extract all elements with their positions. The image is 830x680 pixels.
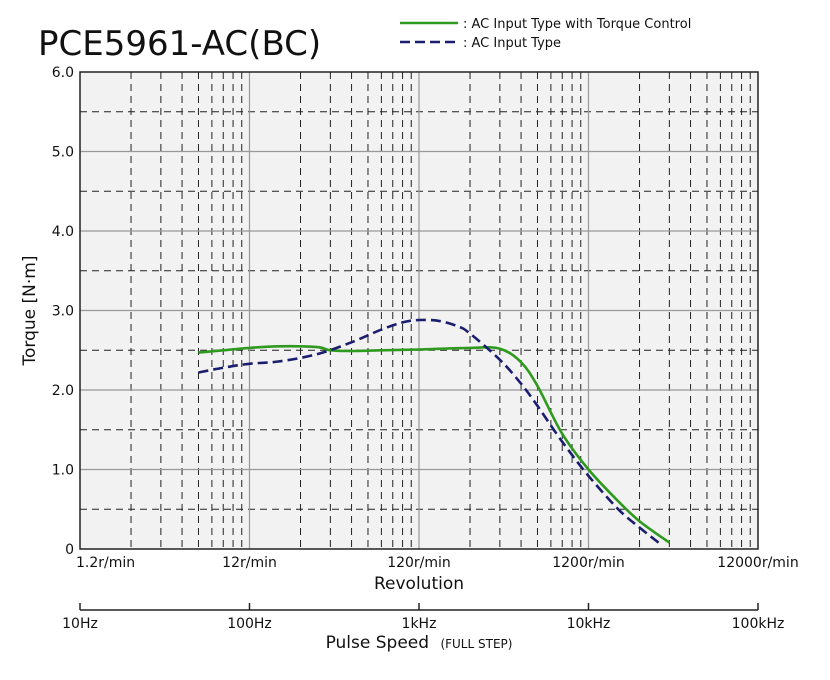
revolution-axis-ticks: 1.2r/min 12r/min 120r/min 1200r/min 12000r/m… — [76, 555, 799, 571]
legend-label: : AC Input Type with Torque Control — [463, 17, 691, 32]
pulse-tick-label: 10Hz — [62, 616, 98, 632]
y-tick-label: 6.0 — [52, 65, 74, 81]
pulse-speed-label: Pulse Speed — [326, 633, 429, 653]
y-axis-ticks: 0 1.0 2.0 3.0 4.0 5.0 6.0 — [52, 65, 74, 558]
revolution-tick-label: 1.2r/min — [76, 555, 135, 571]
pulse-speed-axis-title: Pulse Speed (FULL STEP) — [326, 633, 513, 653]
series-layer — [198, 318, 671, 547]
plot-frame — [79, 71, 759, 550]
y-tick-label: 2.0 — [52, 383, 74, 399]
y-tick-label: 0 — [65, 542, 74, 558]
series-line-ac-input — [198, 318, 663, 547]
revolution-tick-label: 1200r/min — [552, 555, 625, 571]
y-tick-label: 4.0 — [52, 224, 74, 240]
legend-label: : AC Input Type — [463, 36, 561, 51]
series-line-torque-control — [198, 344, 671, 544]
revolution-tick-label: 120r/min — [387, 555, 451, 571]
y-tick-label: 5.0 — [52, 145, 74, 161]
pulse-tick-label: 100kHz — [732, 616, 785, 632]
pulse-tick-label: 1kHz — [402, 616, 437, 632]
pulse-speed-note: (FULL STEP) — [440, 637, 512, 651]
y-tick-label: 1.0 — [52, 463, 74, 479]
revolution-tick-label: 12r/min — [222, 555, 277, 571]
legend: : AC Input Type with Torque Control : AC … — [400, 17, 691, 51]
pulse-speed-axis: 10Hz 100Hz 1kHz 10kHz 100kHz — [62, 603, 784, 632]
pulse-tick-label: 10kHz — [567, 616, 611, 632]
revolution-axis-title: Revolution — [374, 574, 464, 594]
y-tick-label: 3.0 — [52, 304, 74, 320]
y-axis-title: Torque [N·m] — [20, 256, 40, 367]
revolution-tick-label: 12000r/min — [717, 555, 798, 571]
chart-title: PCE5961-AC(BC) — [38, 24, 321, 64]
pulse-tick-label: 100Hz — [227, 616, 272, 632]
grid-major — [80, 72, 758, 549]
